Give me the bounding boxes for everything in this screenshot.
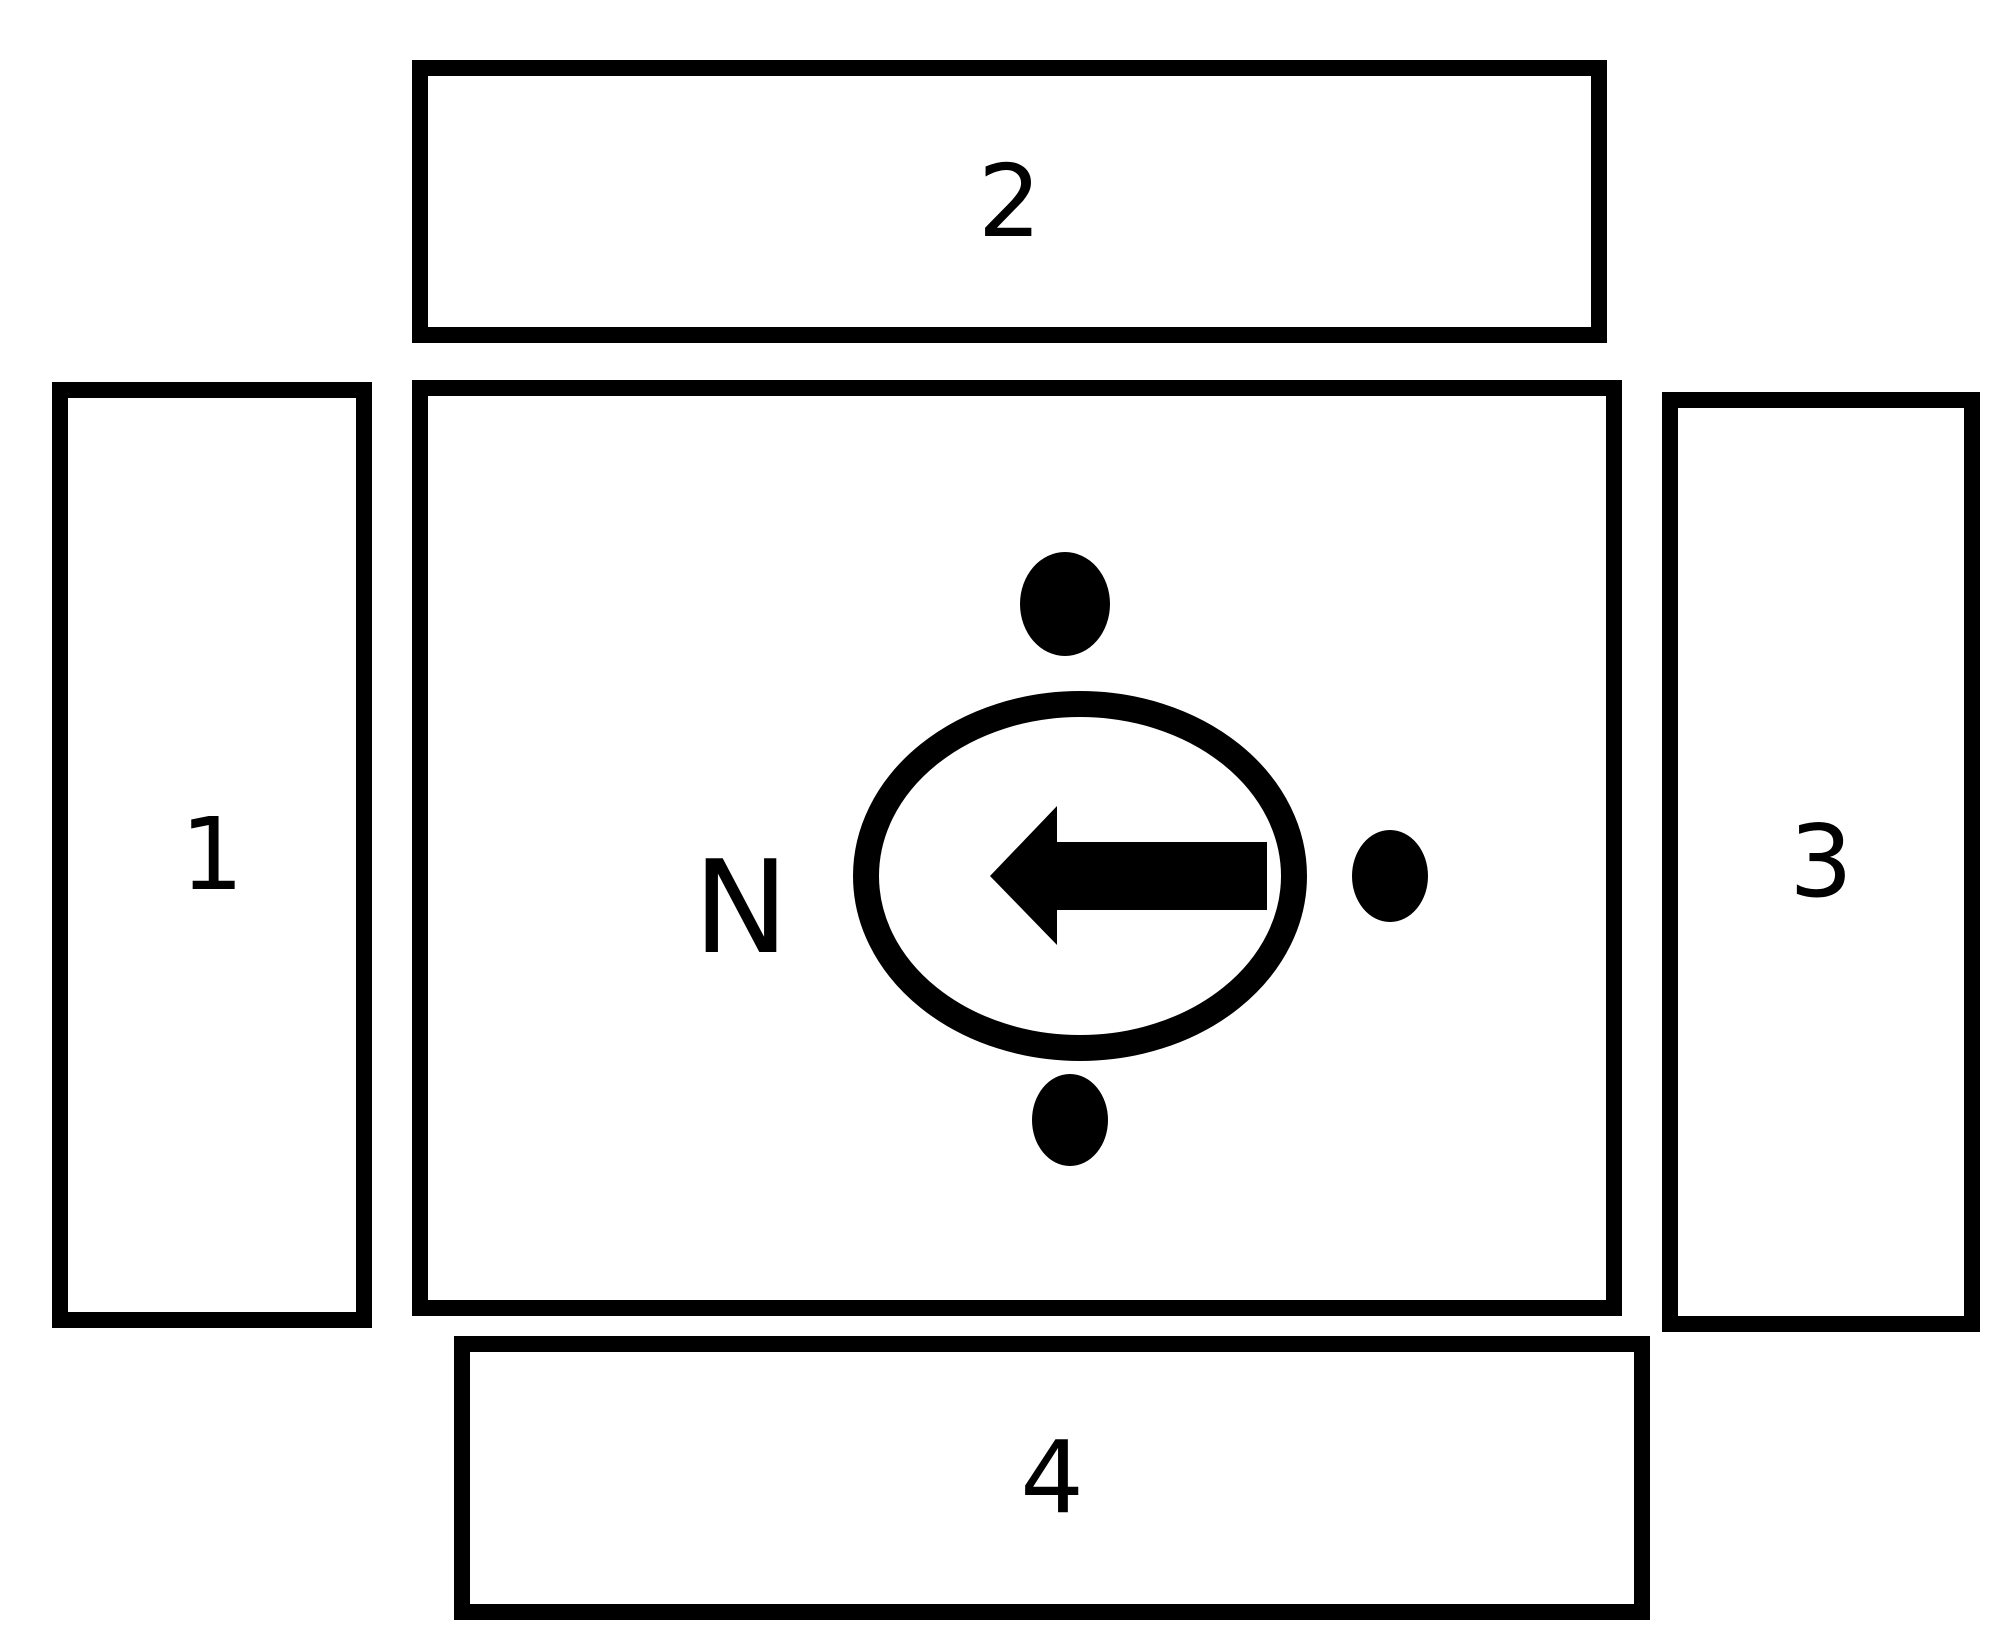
box-3-label: 3 [1789, 803, 1853, 920]
box-2: 2 [412, 60, 1607, 343]
box-4-label: 4 [1020, 1419, 1084, 1536]
box-1: 1 [52, 382, 372, 1328]
center-square [412, 380, 1622, 1316]
box-3: 3 [1662, 392, 1980, 1332]
box-1-label: 1 [180, 796, 244, 913]
box-4: 4 [454, 1336, 1650, 1620]
box-2-label: 2 [977, 142, 1042, 260]
